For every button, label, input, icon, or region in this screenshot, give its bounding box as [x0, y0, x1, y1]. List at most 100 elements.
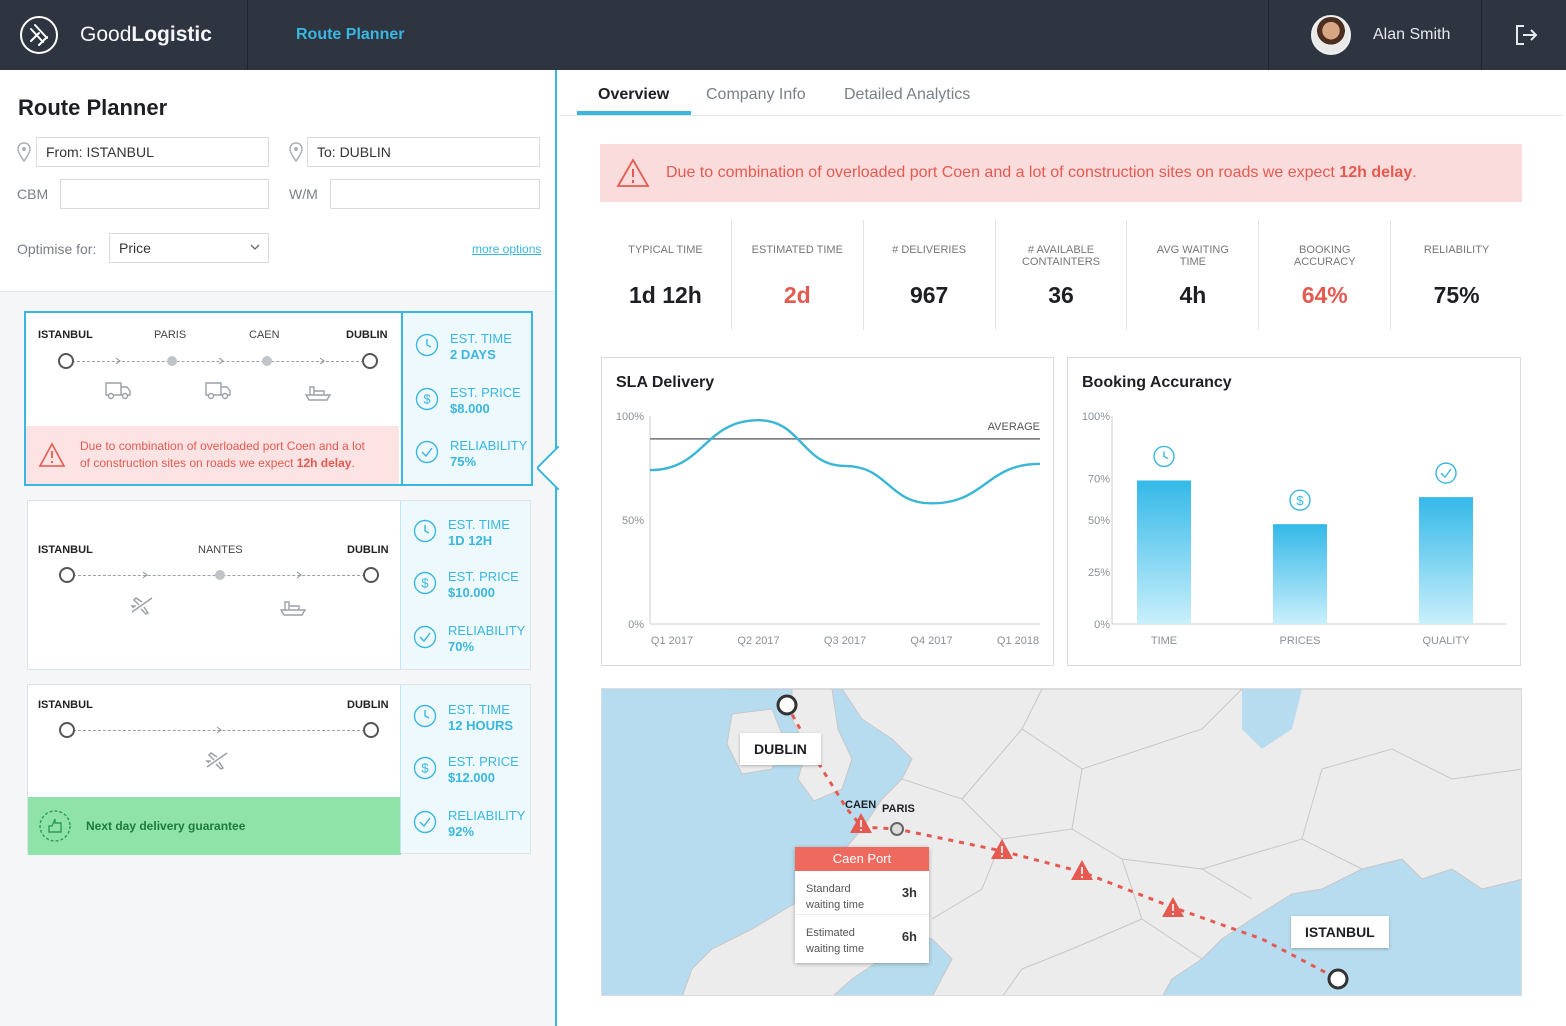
route-node — [215, 570, 225, 580]
port-popup-row: Estimated waiting time 6h — [806, 927, 917, 955]
route-card-2[interactable]: ISTANBUL NANTES DUBLIN EST. TIME 1d 12h $… — [27, 500, 531, 670]
to-field[interactable]: To: DUBLIN — [307, 137, 540, 167]
city-label-istanbul: ISTANBUL — [1291, 916, 1389, 948]
metrics-row: TYPICAL TIME 1d 12h ESTIMATED TIME 2d # DE… — [600, 220, 1522, 330]
metric-label: RELIABILITY — [1423, 244, 1490, 256]
brand[interactable]: GoodLogistic — [0, 0, 248, 70]
dollar-icon: $ — [413, 756, 437, 780]
logout-icon[interactable] — [1512, 22, 1540, 48]
brand-name: GoodLogistic — [80, 23, 212, 46]
metric-value: 1d 12h — [628, 282, 702, 308]
est-time-label: EST. TIME — [448, 702, 510, 717]
plane-icon — [205, 752, 228, 770]
warning-icon[interactable] — [1071, 860, 1093, 880]
cbm-field[interactable] — [60, 179, 269, 209]
chevron-down-icon — [250, 244, 260, 250]
metric-label: # DELIVERIES — [892, 244, 967, 256]
route-line — [72, 361, 364, 362]
x-tick-label: Q1 2018 — [997, 635, 1039, 647]
stop-label: ISTANBUL — [38, 329, 93, 341]
wm-field[interactable] — [330, 179, 540, 209]
from-field[interactable]: From: ISTANBUL — [36, 137, 269, 167]
istanbul-node[interactable] — [1327, 968, 1349, 990]
arrow-icon — [296, 571, 302, 579]
dollar-icon — [1289, 489, 1311, 511]
tab-overview[interactable]: Overview — [598, 86, 670, 103]
y-tick-label: 70% — [1088, 473, 1110, 485]
route-card-3[interactable]: ISTANBUL DUBLIN Next day delivery guaran… — [27, 684, 531, 855]
clock-hands — [1163, 451, 1169, 460]
paris-node[interactable] — [890, 822, 904, 836]
est-time-label: EST. TIME — [448, 517, 510, 532]
chart-title: SLA Delivery — [616, 374, 715, 391]
est-time-value: 2 days — [450, 347, 496, 362]
check-icon — [1435, 462, 1457, 484]
warning-icon[interactable] — [991, 839, 1013, 859]
arrow-icon — [319, 357, 325, 365]
truck-icon — [205, 382, 231, 400]
delay-warning-text: Due to combination of overloaded port Co… — [80, 439, 365, 470]
clock-icon — [413, 704, 437, 728]
avatar — [1311, 15, 1351, 55]
arrow-icon — [115, 357, 121, 365]
tab-detailed-analytics[interactable]: Detailed Analytics — [844, 86, 971, 103]
warning-icon[interactable] — [850, 813, 872, 833]
city-label-dublin: DUBLIN — [740, 733, 821, 765]
reliability-label: RELIABILITY — [450, 438, 528, 453]
metric-available-containers: # AVAILABLE CONTAINTERS 36 — [996, 220, 1128, 330]
stop-label: DUBLIN — [346, 329, 388, 341]
metric-label: AVG WAITING TIME — [1156, 244, 1229, 268]
warning-icon[interactable] — [1162, 897, 1184, 917]
stop-label: DUBLIN — [347, 544, 389, 556]
est-price-value: $12.000 — [448, 770, 495, 785]
dollar-glyph: $ — [1296, 493, 1304, 508]
y-tick-label: 50% — [1088, 515, 1110, 527]
x-tick-label: Q2 2017 — [737, 635, 779, 647]
more-options-link[interactable]: more options — [472, 242, 542, 256]
sla-chart-canvas: 100% 50% 0% Q1 2017 Q2 2017 Q3 2017 Q4 2017 Q1 … — [616, 411, 1041, 647]
est-price-value: $10.000 — [448, 585, 495, 600]
metric-label: ESTIMATED TIME — [751, 244, 843, 256]
metric-reliability: RELIABILITY 75% — [1391, 220, 1522, 330]
route-node-start — [58, 353, 74, 369]
route-node-end — [363, 567, 379, 583]
arrow-icon — [142, 571, 148, 579]
dublin-node[interactable] — [776, 694, 798, 716]
warning-icon — [38, 442, 66, 467]
city-label-paris: PARIS — [882, 803, 915, 815]
arrow-icon — [218, 357, 224, 365]
svg-text:$: $ — [421, 576, 429, 591]
reliability-label: RELIABILITY — [448, 623, 526, 638]
metric-estimated-time: ESTIMATED TIME 2d — [732, 220, 864, 330]
metric-label: TYPICAL TIME — [628, 244, 703, 256]
route-map[interactable]: DUBLIN CAEN PARIS ISTANBUL Caen Port Sta… — [601, 688, 1522, 996]
est-price-label: EST. PRICE — [450, 385, 521, 400]
est-time-label: EST. TIME — [450, 331, 512, 346]
metric-label: BOOKING ACCURACY — [1293, 244, 1356, 268]
wm-label: W/M — [289, 186, 318, 202]
active-tab-indicator — [577, 111, 691, 115]
route-node-end — [363, 722, 379, 738]
stop-label: NANTES — [198, 544, 243, 556]
est-time-value: 12 hours — [448, 718, 514, 733]
warning-icon — [616, 158, 650, 187]
sla-series-line — [649, 418, 1041, 505]
check-icon — [415, 440, 439, 464]
stop-label: CAEN — [249, 329, 280, 341]
metric-value: 75% — [1433, 282, 1480, 308]
route-node-start — [59, 722, 75, 738]
user-menu[interactable]: Alan Smith — [1268, 0, 1482, 70]
selected-caret — [537, 446, 559, 490]
route-card-1[interactable]: ISTANBUL PARIS CAEN DUBLIN Due to combin… — [24, 311, 533, 486]
stop-label: DUBLIN — [347, 699, 389, 711]
clock-icon — [1153, 445, 1175, 468]
metric-value: 2d — [783, 282, 811, 308]
optimise-select[interactable]: Price — [109, 233, 269, 263]
nav-route-planner[interactable]: Route Planner — [296, 26, 405, 43]
dollar-icon: $ — [413, 571, 437, 595]
port-popup-title: Caen Port — [795, 847, 929, 871]
route-node — [262, 356, 272, 366]
guarantee-text: Next day delivery guarantee — [86, 819, 246, 833]
tab-company-info[interactable]: Company Info — [706, 86, 806, 103]
route-summary: EST. TIME 1d 12h $ EST. PRICE $10.000 RELI… — [400, 501, 530, 669]
